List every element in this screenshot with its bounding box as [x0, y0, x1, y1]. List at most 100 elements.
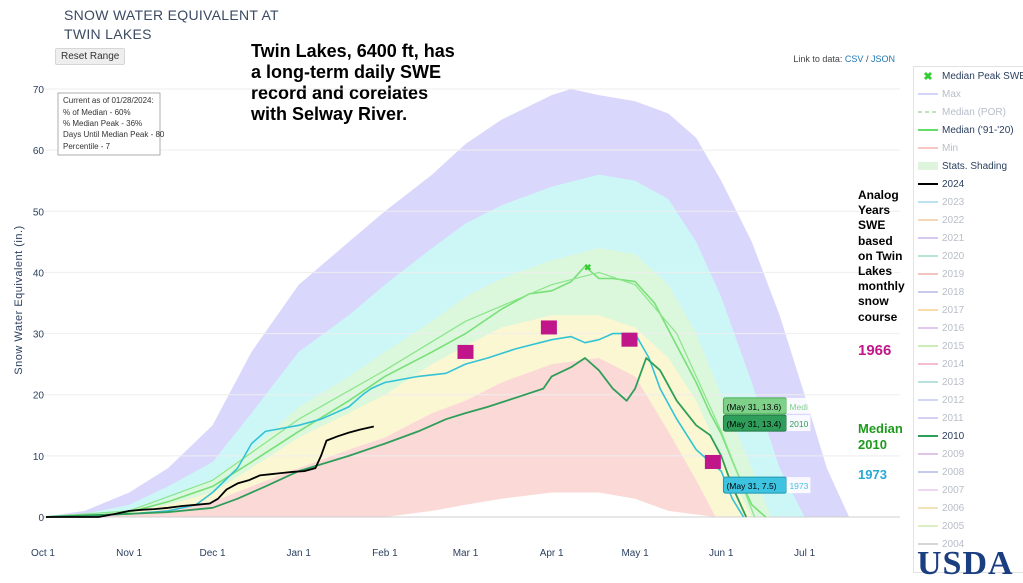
legend-item[interactable]: 2009 [914, 445, 1023, 463]
legend-item[interactable]: 2007 [914, 481, 1023, 499]
legend-swatch-icon [914, 197, 942, 207]
svg-text:✖: ✖ [923, 71, 932, 81]
legend-item[interactable]: Median (POR) [914, 103, 1023, 121]
legend-item[interactable]: 2019 [914, 265, 1023, 283]
analog-line: based [858, 233, 893, 248]
data-links: Link to data: CSV / JSON [793, 54, 895, 64]
legend: ✖ Median Peak SWE Max Median (POR) Median ('… [913, 66, 1023, 573]
legend-item[interactable]: Min [914, 139, 1023, 157]
x-tick-label: Jul 1 [794, 548, 816, 559]
x-tick-label: Feb 1 [372, 548, 398, 559]
legend-item[interactable]: 2016 [914, 319, 1023, 337]
legend-item[interactable]: 2023 [914, 193, 1023, 211]
median-peak-marker: ✖ [584, 262, 592, 272]
legend-swatch-icon [914, 161, 942, 171]
y-tick-label: 50 [33, 207, 45, 218]
analog-line: course [858, 309, 898, 324]
legend-item[interactable]: 2012 [914, 391, 1023, 409]
legend-swatch-icon [914, 413, 942, 423]
legend-item-label: 2010 [942, 430, 965, 442]
hover-label-text: (May 31, 13.4) [726, 419, 781, 429]
legend-item[interactable]: Stats. Shading [914, 157, 1023, 175]
legend-item[interactable]: 2004 [914, 535, 1023, 553]
legend-item[interactable]: 2013 [914, 373, 1023, 391]
hover-label: (May 31, 7.5) 1973 [722, 476, 811, 494]
y-tick-label: 0 [38, 513, 44, 524]
y-tick-label: 70 [33, 85, 45, 96]
link-separator: / [865, 54, 869, 64]
analog-line: Lakes [858, 264, 893, 279]
legend-item-label: 2013 [942, 376, 965, 388]
legend-item-label: Median ('91-'20) [942, 124, 1014, 136]
x-tick-label: Apr 1 [540, 548, 564, 559]
reset-range-button[interactable]: Reset Range [55, 48, 126, 65]
legend-item[interactable]: Median ('91-'20) [914, 121, 1023, 139]
y-tick-label: 10 [33, 452, 45, 463]
series-line-median-91-20- [46, 265, 767, 518]
legend-item[interactable]: Max [914, 85, 1023, 103]
legend-item-label: 2011 [942, 412, 964, 424]
analog-line: snow [858, 294, 889, 309]
legend-item-label: 2009 [942, 448, 965, 460]
series-line-median-por- [46, 271, 756, 518]
legend-item[interactable]: 2010 [914, 427, 1023, 445]
legend-swatch-icon [914, 233, 942, 243]
analog-line: monthly [858, 279, 905, 294]
legend-item[interactable]: 2005 [914, 517, 1023, 535]
site-annotation: Twin Lakes, 6400 ft, has a long-term dai… [251, 41, 455, 124]
csv-link[interactable]: CSV [844, 54, 864, 64]
legend-item[interactable]: 2015 [914, 337, 1023, 355]
series-line-2010 [46, 357, 748, 518]
legend-swatch-icon [914, 269, 942, 279]
legend-swatch-icon [914, 539, 942, 549]
legend-item-label: 2021 [942, 232, 965, 244]
analog-line: Years [858, 203, 891, 218]
x-tick-label: Nov 1 [116, 548, 143, 559]
legend-item[interactable]: 2020 [914, 247, 1023, 265]
swe-chart[interactable]: ✖ Oct 1 Nov 1 Dec 1 Jan 1 Feb 1 Mar 1 Apr 1 May… [0, 0, 910, 571]
legend-item[interactable]: 2024 [914, 175, 1023, 193]
legend-item-label: Median (POR) [942, 106, 1006, 118]
legend-swatch-icon [914, 395, 942, 405]
legend-swatch-icon [914, 341, 942, 351]
legend-item-label: 2006 [942, 502, 965, 514]
legend-item[interactable]: 2011 [914, 409, 1023, 427]
legend-swatch-icon [914, 107, 942, 117]
year-1966-label: 1966 [858, 342, 892, 359]
x-tick-label: Dec 1 [199, 548, 226, 559]
stats-line-5: Percentile - 7 [63, 142, 111, 151]
analog-line: on Twin [858, 248, 903, 263]
hover-suffix-box [786, 415, 811, 432]
legend-item[interactable]: 2017 [914, 301, 1023, 319]
legend-swatch-icon [914, 89, 942, 99]
legend-item-label: 2012 [942, 394, 965, 406]
hover-label: (May 31, 13.4) 2010 [722, 414, 811, 432]
hover-label-text: (May 31, 7.5) [726, 481, 776, 491]
legend-swatch-icon [914, 251, 942, 261]
year-2010-label: 2010 [858, 437, 887, 452]
legend-item[interactable]: 2006 [914, 499, 1023, 517]
legend-item[interactable]: 2021 [914, 229, 1023, 247]
legend-item[interactable]: 2022 [914, 211, 1023, 229]
legend-swatch-icon [914, 287, 942, 297]
legend-item[interactable]: ✖ Median Peak SWE [914, 67, 1023, 85]
legend-swatch-icon [914, 215, 942, 225]
legend-swatch-icon [914, 485, 942, 495]
legend-swatch-icon [914, 449, 942, 459]
legend-item-label: 2007 [942, 484, 965, 496]
legend-item-label: Min [942, 142, 959, 154]
x-marker-icon: ✖ [914, 71, 942, 81]
legend-swatch-icon [914, 377, 942, 387]
chart-title: SNOW WATER EQUIVALENT AT TWIN LAKES [64, 6, 304, 44]
legend-item-label: Stats. Shading [942, 160, 1008, 172]
legend-item-label: 2017 [942, 304, 965, 316]
legend-item[interactable]: 2008 [914, 463, 1023, 481]
legend-item-label: 2020 [942, 250, 965, 262]
y-axis-title: Snow Water Equivalent (in.) [13, 225, 25, 374]
json-link[interactable]: JSON [870, 54, 895, 64]
legend-item-label: 2004 [942, 538, 965, 550]
legend-item[interactable]: 2018 [914, 283, 1023, 301]
legend-swatch-icon [914, 467, 942, 477]
legend-swatch-icon [914, 125, 942, 135]
legend-item[interactable]: 2014 [914, 355, 1023, 373]
